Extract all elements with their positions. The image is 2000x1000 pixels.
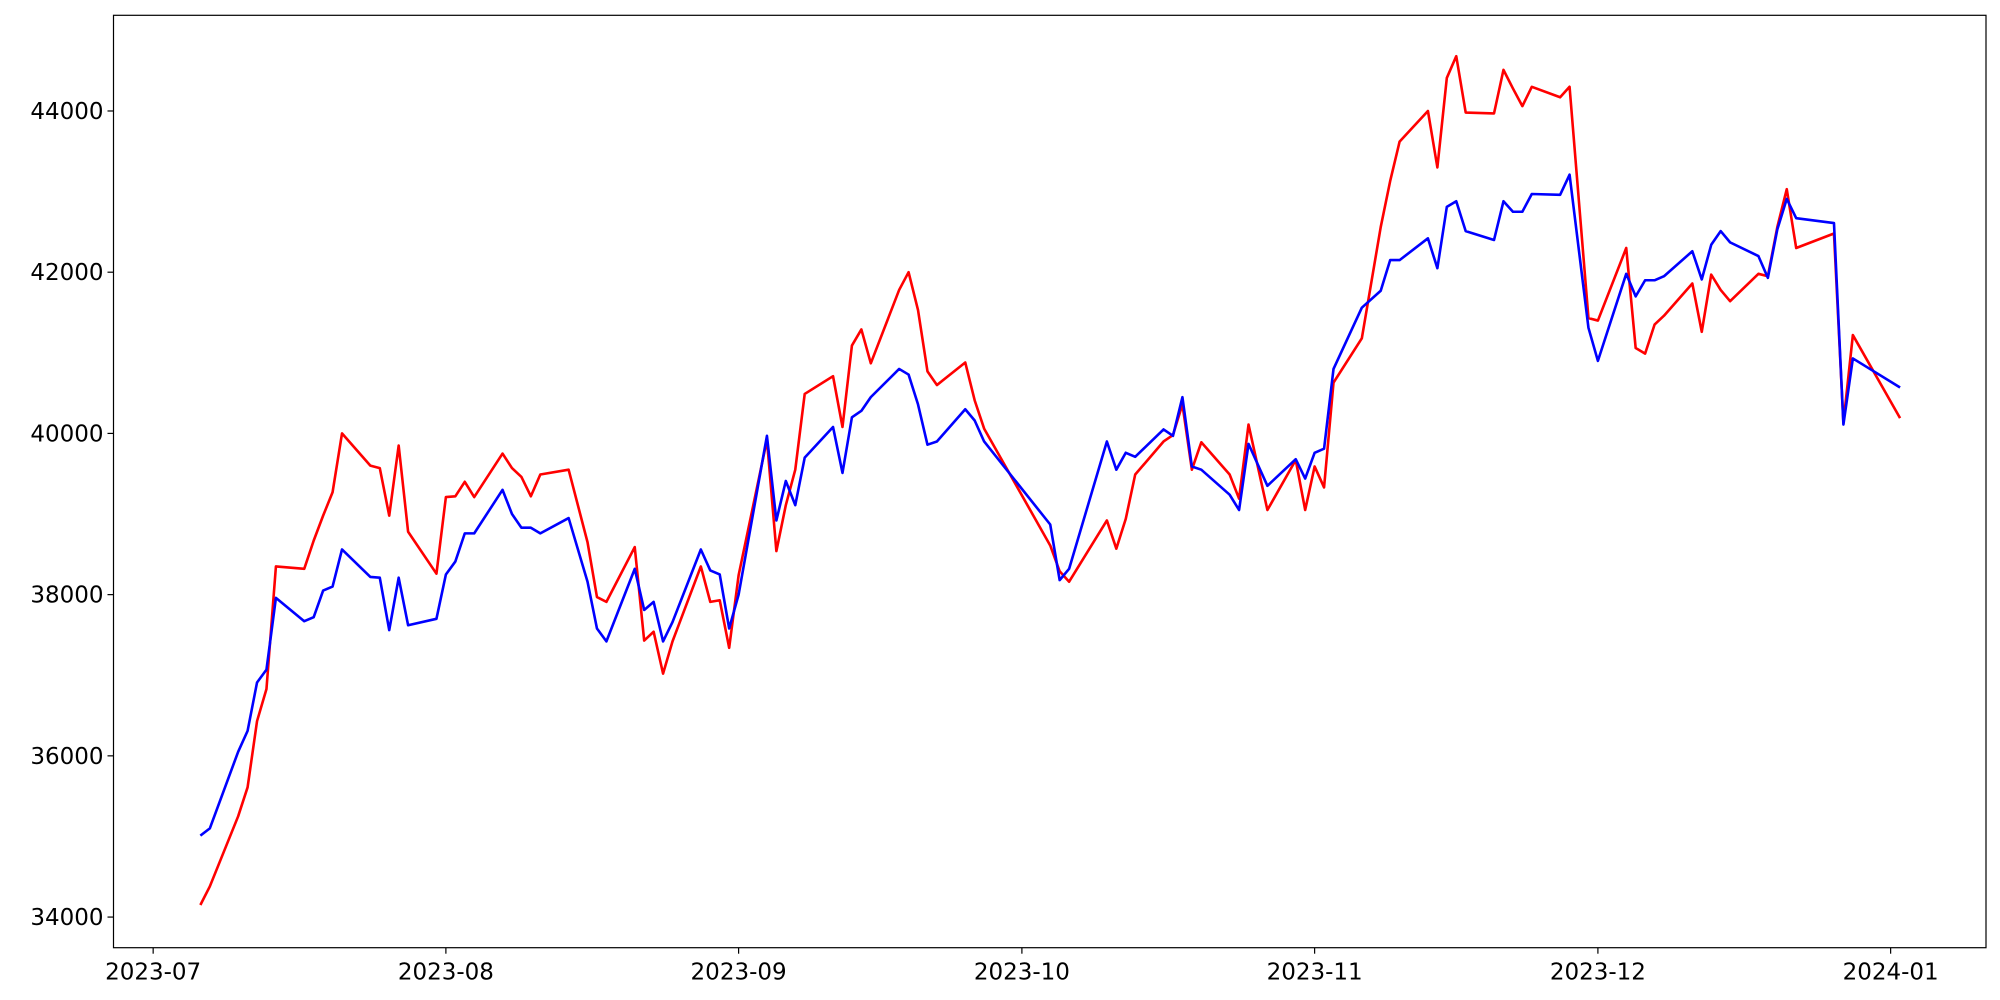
x-tick-label: 2023-12 <box>1550 960 1646 986</box>
series-line <box>199 54 1902 906</box>
y-tick-label: 38000 <box>30 583 103 609</box>
y-tick-label: 40000 <box>30 421 103 447</box>
series-line <box>199 173 1901 837</box>
y-tick-label: 44000 <box>30 99 103 125</box>
x-tick-label: 2023-11 <box>1267 960 1363 986</box>
y-tick-label: 42000 <box>30 260 103 286</box>
y-tick-label: 36000 <box>30 744 103 770</box>
x-tick-label: 2023-07 <box>105 960 201 986</box>
x-tick-label: 2023-09 <box>691 960 787 986</box>
x-tick-label: 2023-08 <box>398 960 494 986</box>
x-tick-label: 2023-10 <box>974 960 1070 986</box>
y-tick-label: 34000 <box>30 905 103 931</box>
plot-frame <box>112 14 1987 949</box>
x-tick-label: 2024-01 <box>1843 960 1939 986</box>
